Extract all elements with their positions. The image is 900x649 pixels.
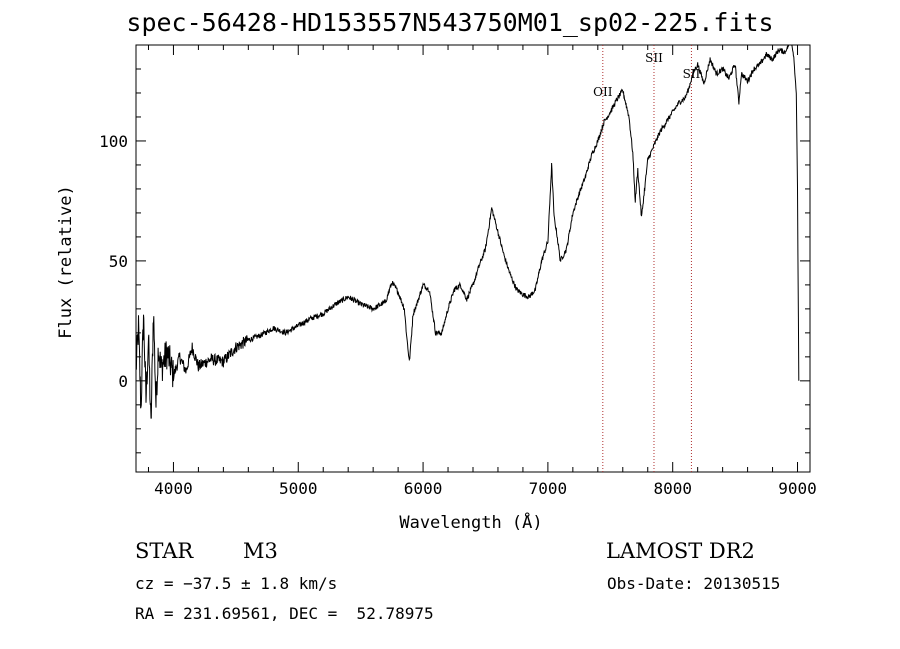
ra-dec-coordinates: RA = 231.69561, DEC = 52.78975 [135,604,434,623]
page-title: spec-56428-HD153557N543750M01_sp02-225.f… [126,8,774,37]
x-tick-label: 9000 [778,479,817,498]
x-tick-label: 4000 [154,479,193,498]
obs-date: Obs-Date: 20130515 [607,574,781,593]
y-tick-label: 0 [118,372,128,391]
emission-line-label: SII [683,67,701,81]
emission-line-label: SII [645,51,663,65]
plot-frame [135,44,811,473]
x-tick-label: 8000 [653,479,692,498]
survey-name: LAMOST DR2 [606,539,755,563]
x-tick-label: 5000 [279,479,318,498]
x-tick-label: 6000 [404,479,443,498]
y-axis-title: Flux (relative) [56,185,76,339]
x-axis-title: Wavelength (Å) [399,511,542,533]
object-class: STAR [135,539,194,563]
spectrum-line [135,44,800,419]
object-subclass: M3 [243,539,278,563]
x-tick-label: 7000 [529,479,568,498]
emission-line-label: OII [593,85,613,99]
cz-value: cz = −37.5 ± 1.8 km/s [135,574,338,593]
emission-line-markers: OII SII SII [593,45,701,472]
y-tick-label: 50 [109,252,128,271]
y-tick-label: 100 [99,132,128,151]
axis-ticks: 4000 5000 6000 7000 8000 9000 0 50 100 [99,44,817,498]
